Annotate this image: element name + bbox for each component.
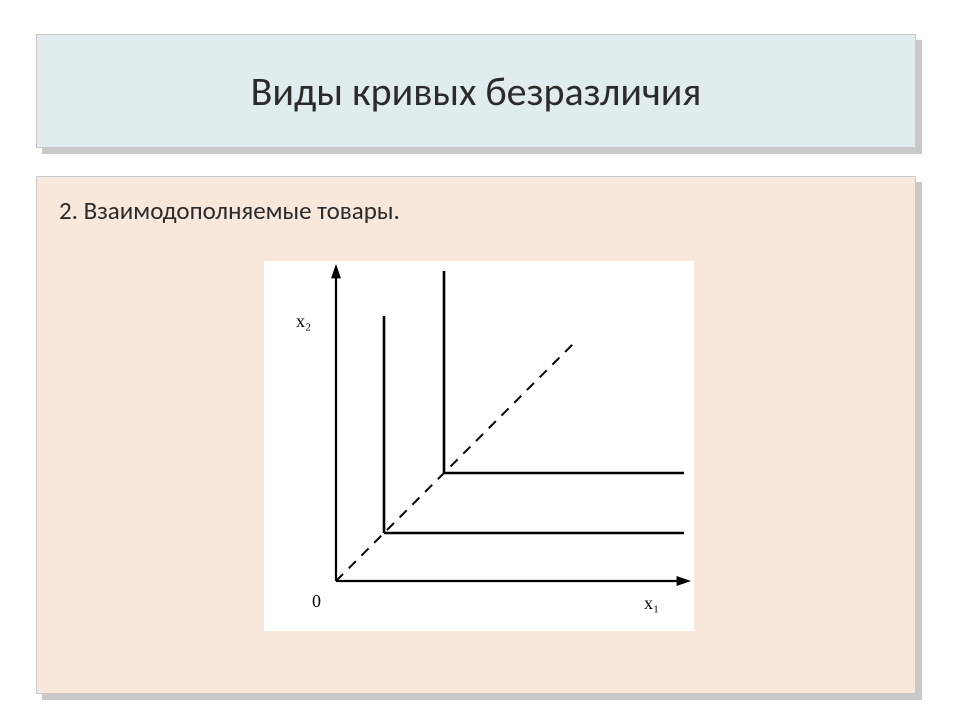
title-banner: Виды кривых безразличия	[36, 34, 916, 148]
body-subtitle: 2. Взаимодополняемые товары.	[59, 195, 400, 226]
slide-title: Виды кривых безразличия	[251, 67, 702, 116]
indifference-chart	[264, 261, 694, 631]
origin-label: 0	[312, 591, 321, 612]
x-axis-label: x₁	[644, 593, 659, 614]
y-axis-label: x₂	[296, 311, 311, 332]
body-panel: 2. Взаимодополняемые товары. 0 x₂ x₁	[36, 176, 916, 694]
slide: Виды кривых безразличия 2. Взаимодополня…	[0, 0, 960, 720]
chart-area: 0 x₂ x₁	[264, 261, 694, 631]
